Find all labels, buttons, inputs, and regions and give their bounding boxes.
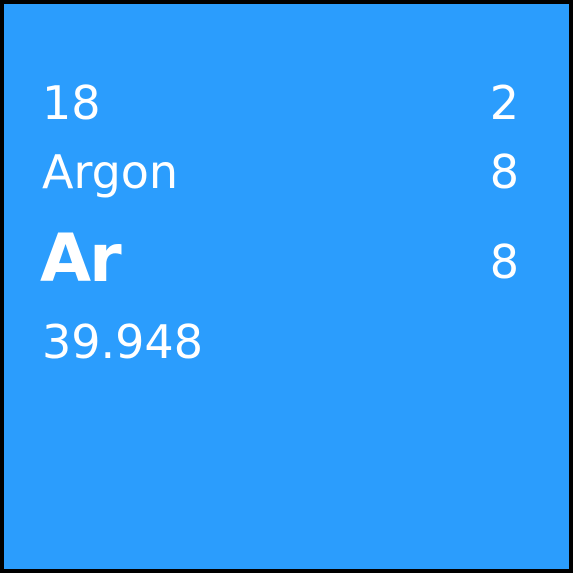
electron-shell-3: 8 [489, 235, 519, 289]
element-symbol: Ar [40, 220, 122, 297]
electron-shell-2: 8 [489, 145, 519, 199]
electron-shell-1: 2 [489, 76, 519, 130]
atomic-number: 18 [42, 76, 101, 130]
atomic-mass: 39.948 [42, 315, 203, 369]
element-name: Argon [42, 145, 179, 199]
